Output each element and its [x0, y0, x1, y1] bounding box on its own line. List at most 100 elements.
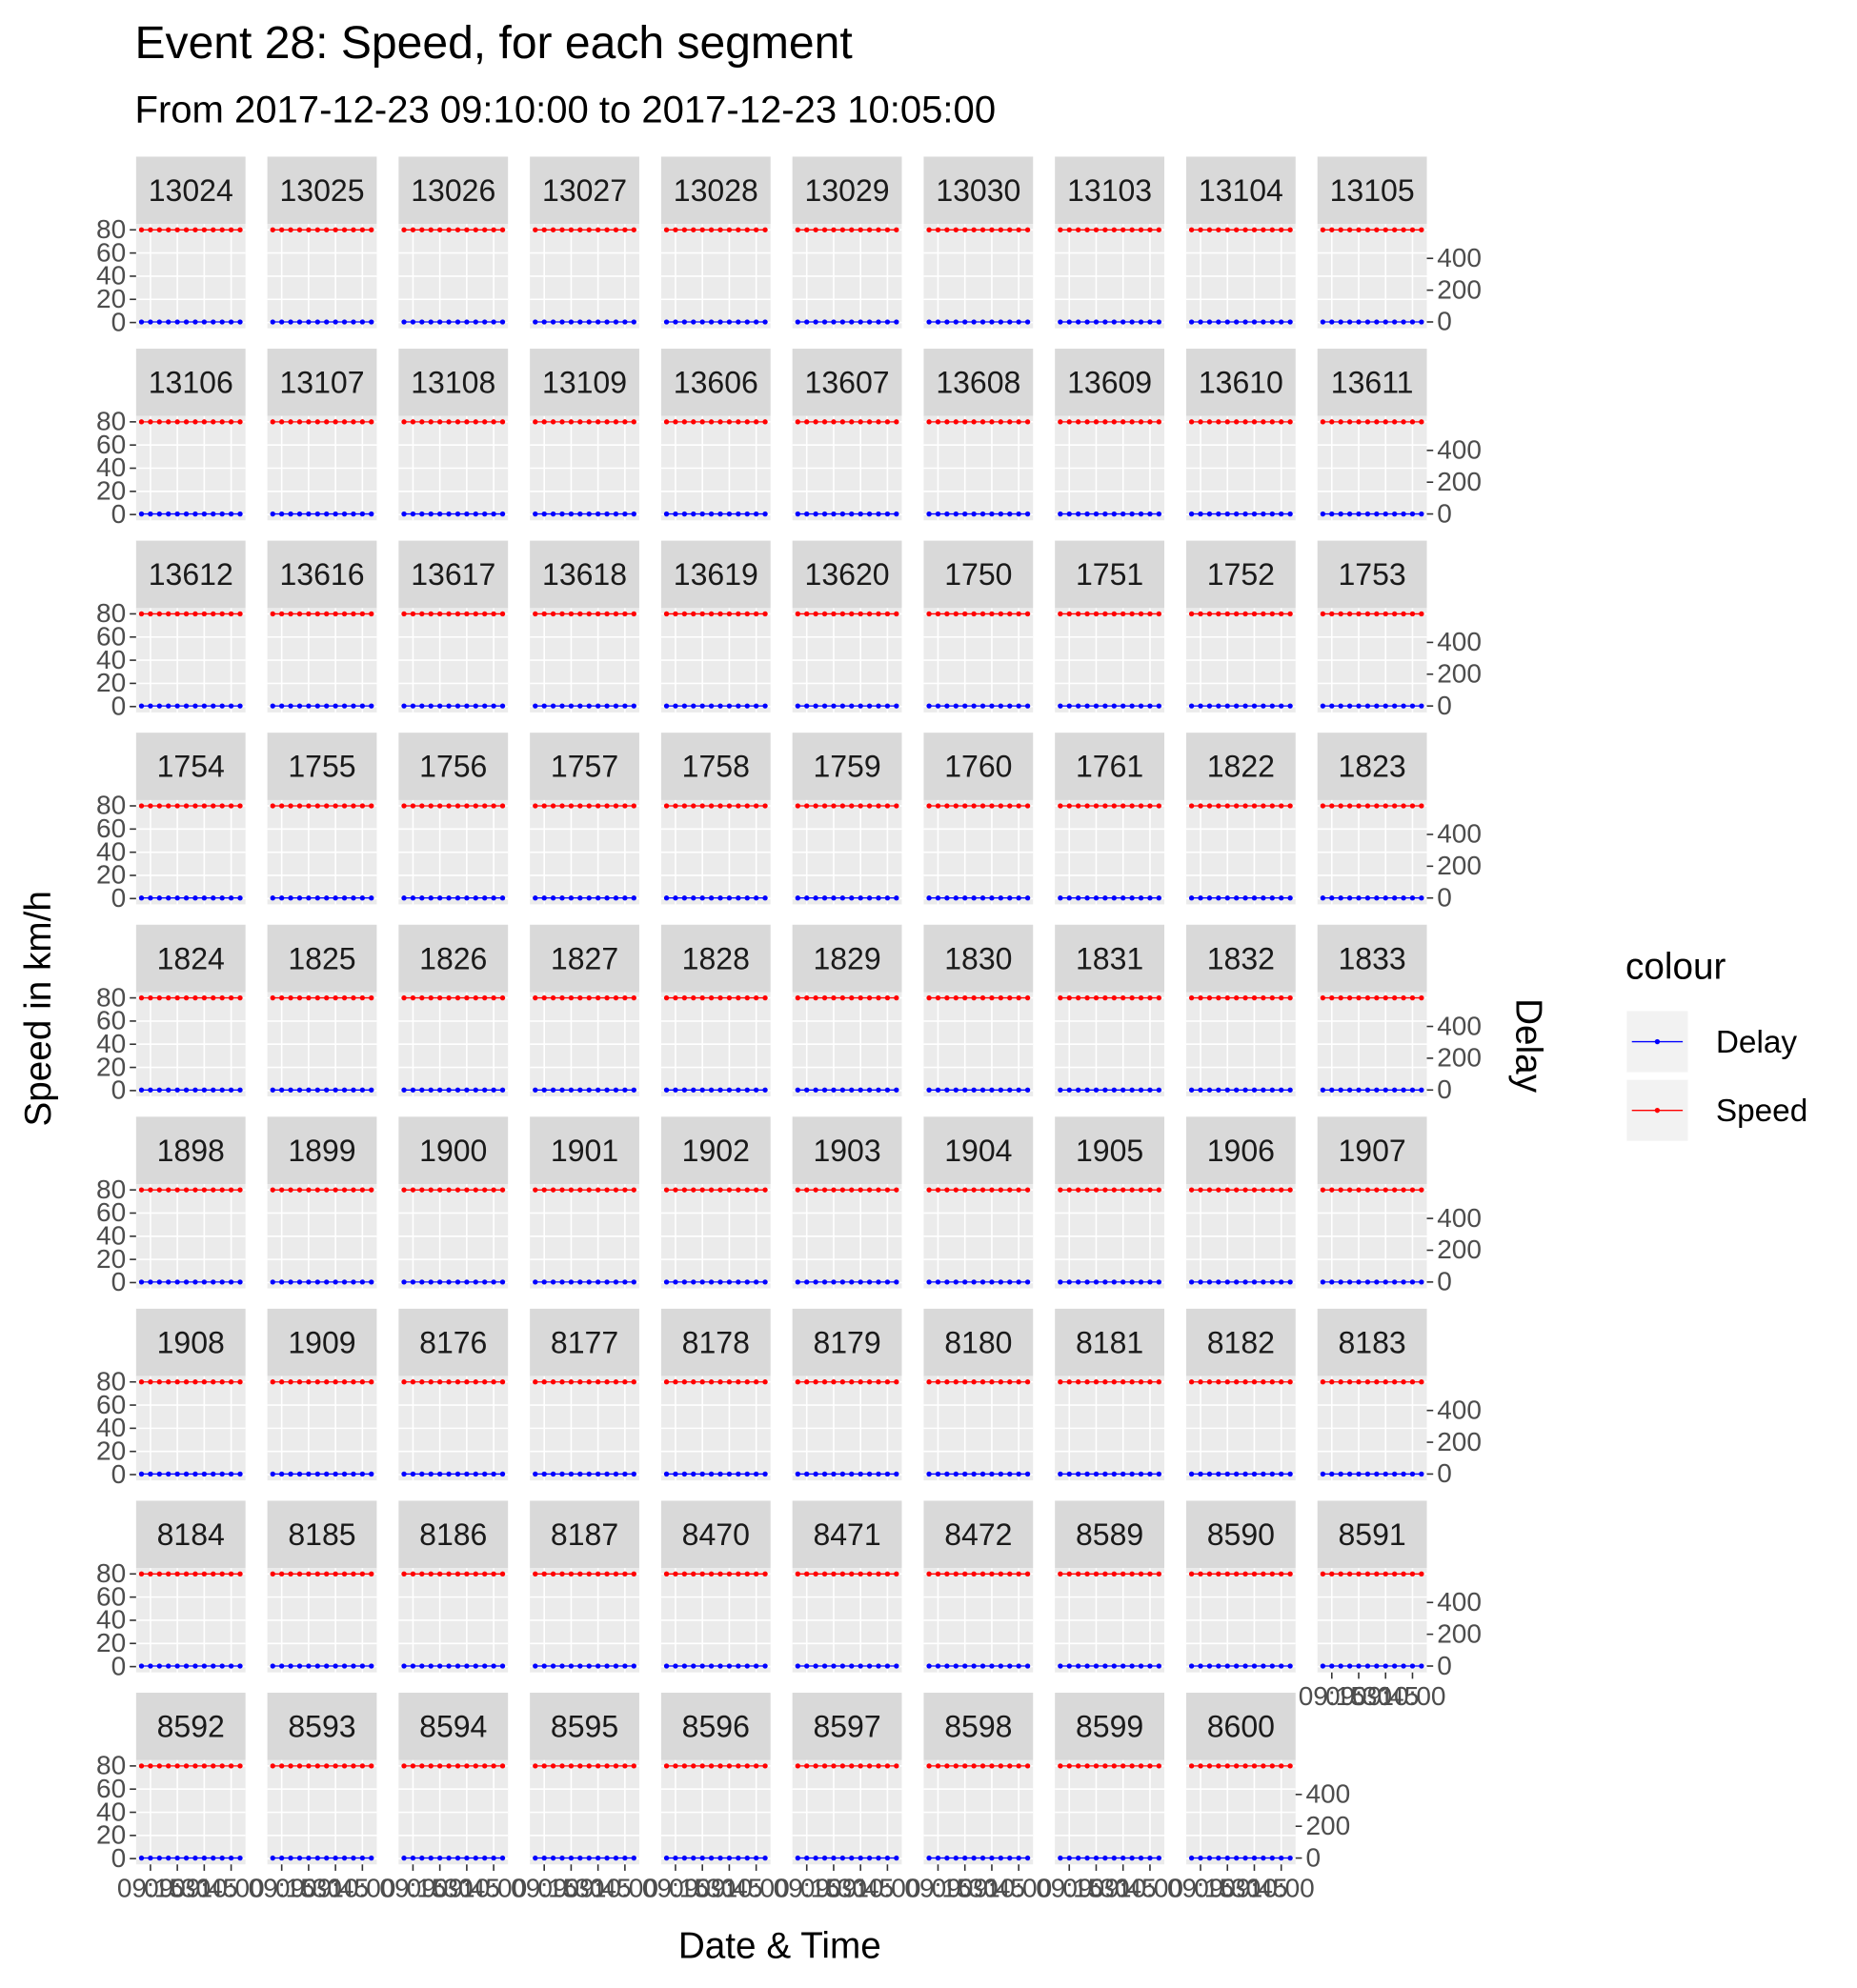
data-point	[341, 895, 348, 901]
data-point	[979, 1571, 986, 1576]
data-point	[673, 1279, 678, 1285]
data-point	[288, 703, 293, 709]
data-point	[613, 895, 619, 901]
data-point	[1093, 1571, 1100, 1576]
data-point	[156, 511, 162, 517]
data-point	[744, 1763, 750, 1769]
data-point	[1383, 994, 1388, 1001]
data-point	[1075, 1663, 1081, 1669]
data-point	[183, 1279, 190, 1285]
data-point	[533, 511, 538, 517]
x-tick-label: 09:15	[379, 1873, 446, 1902]
data-point	[454, 803, 461, 809]
data-point	[1198, 1471, 1203, 1477]
data-point	[1346, 1571, 1353, 1576]
data-point	[550, 1379, 556, 1385]
data-point	[1120, 1571, 1126, 1576]
data-point	[1120, 511, 1126, 517]
strip-label: 1760	[944, 750, 1012, 784]
data-point	[183, 1087, 190, 1093]
data-point	[1075, 703, 1081, 709]
data-point	[691, 1471, 696, 1477]
data-point	[1269, 1279, 1275, 1285]
y-tick-label: 0	[111, 1075, 127, 1105]
data-point	[935, 803, 941, 809]
data-point	[1138, 703, 1144, 709]
data-point	[568, 1379, 575, 1385]
data-point	[821, 1663, 828, 1669]
data-point	[858, 1855, 863, 1861]
data-point	[1401, 1571, 1406, 1576]
data-point	[211, 1855, 216, 1861]
data-point	[926, 1379, 932, 1385]
data-point	[622, 1663, 628, 1669]
data-point	[1320, 1087, 1326, 1093]
data-point	[359, 319, 366, 325]
data-point	[1102, 1187, 1108, 1193]
data-point	[270, 1187, 275, 1193]
data-point	[708, 319, 715, 325]
data-point	[278, 703, 285, 709]
data-point	[717, 1087, 723, 1093]
data-point	[324, 419, 330, 425]
data-point	[613, 419, 619, 425]
data-point	[1391, 1571, 1398, 1576]
data-point	[753, 994, 759, 1001]
data-point	[935, 319, 941, 325]
data-point	[884, 319, 891, 325]
data-point	[1188, 1663, 1195, 1669]
data-point	[138, 1663, 145, 1669]
x-tick-label: 09:15	[642, 1873, 709, 1902]
data-point	[753, 703, 759, 709]
data-point	[1084, 511, 1090, 517]
data-point	[1206, 1663, 1213, 1669]
data-point	[201, 703, 208, 709]
data-point	[586, 895, 592, 901]
data-point	[237, 1571, 243, 1576]
x-tick-label: 09:15	[1036, 1873, 1102, 1902]
data-point	[278, 1763, 285, 1769]
data-point	[1007, 227, 1013, 232]
strip	[135, 349, 246, 416]
data-point	[998, 1855, 1004, 1861]
data-point	[926, 1087, 932, 1093]
data-point	[1216, 419, 1221, 425]
data-point	[174, 611, 180, 617]
data-point	[482, 803, 488, 809]
data-point	[971, 1763, 977, 1769]
strip-label: 1903	[813, 1134, 880, 1168]
data-point	[753, 511, 759, 517]
strip	[135, 733, 246, 800]
data-point	[681, 703, 688, 709]
data-point	[1007, 1663, 1013, 1669]
data-point	[166, 1471, 172, 1477]
data-point	[351, 895, 356, 901]
data-point	[744, 703, 750, 709]
data-point	[681, 319, 688, 325]
data-point	[1120, 1763, 1126, 1769]
data-point	[1320, 611, 1326, 617]
data-point	[324, 227, 330, 232]
x-tick-label: 10:00	[1379, 1681, 1445, 1711]
x-tick-label: 09:30	[1194, 1873, 1261, 1902]
data-point	[1261, 1855, 1266, 1861]
x-tick-label: 09:30	[669, 1873, 736, 1902]
data-point	[726, 1187, 733, 1193]
data-point	[604, 319, 610, 325]
data-point	[1320, 1571, 1326, 1576]
data-point	[1383, 319, 1388, 325]
data-point	[410, 1855, 416, 1861]
data-point	[744, 1279, 750, 1285]
data-point	[1138, 511, 1144, 517]
y-tick-label: 60	[96, 621, 126, 651]
strip	[660, 349, 771, 416]
data-point	[989, 1379, 995, 1385]
strip-label: 13617	[411, 557, 495, 592]
data-point	[699, 1763, 705, 1769]
data-point	[351, 227, 356, 232]
data-point	[691, 319, 696, 325]
strip	[1317, 349, 1427, 416]
data-point	[1093, 1379, 1100, 1385]
data-point	[1093, 1471, 1100, 1477]
data-point	[183, 994, 190, 1001]
